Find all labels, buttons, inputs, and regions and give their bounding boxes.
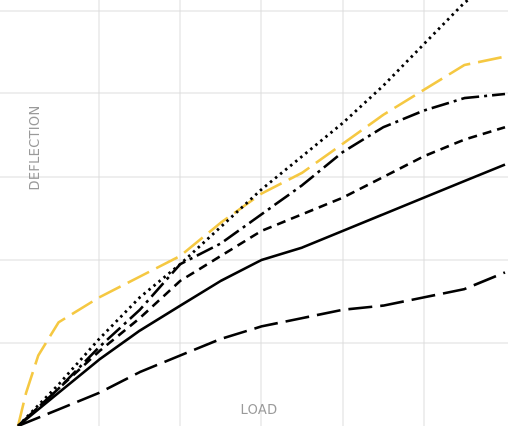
series-line-1	[16, 55, 506, 426]
series-line-3	[17, 92, 506, 426]
x-axis-label: LOAD	[241, 403, 278, 418]
series-line-5	[17, 163, 506, 426]
y-axis-label: DEFLECTION	[28, 106, 43, 191]
series-line-4	[17, 125, 506, 426]
series-line-2	[16, 0, 471, 426]
series-line-6	[17, 271, 506, 426]
series-layer	[16, 0, 506, 426]
